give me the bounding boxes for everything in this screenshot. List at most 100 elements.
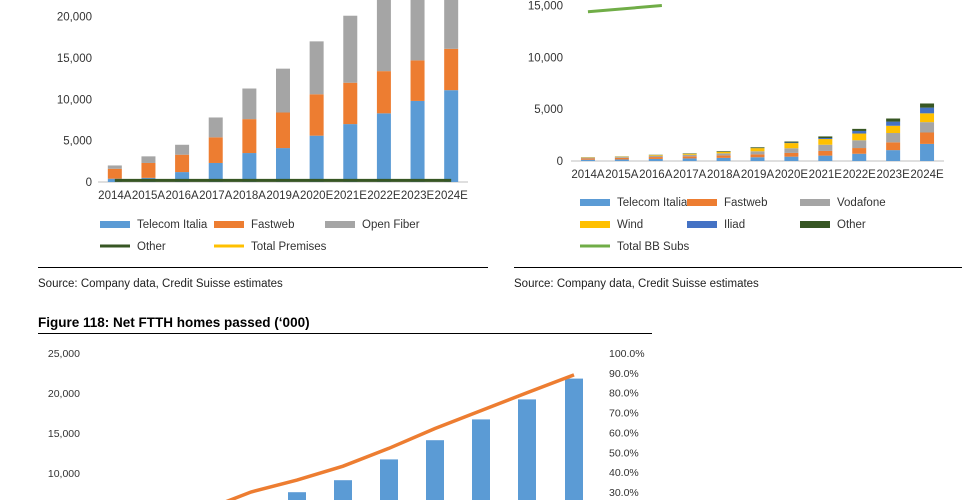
y2-tick-label: 50.0% <box>609 447 639 459</box>
x-tick-label: 2016A <box>165 190 199 202</box>
bar-segment <box>852 128 867 131</box>
y2-tick-label: 40.0% <box>609 467 639 479</box>
legend-swatch <box>800 221 830 228</box>
bar-segment <box>818 150 833 156</box>
legend-swatch <box>214 221 244 228</box>
bar-segment <box>682 153 697 155</box>
bar-segment <box>614 157 629 160</box>
x-tick-label: 2015A <box>605 169 639 181</box>
bar-segment <box>242 153 257 182</box>
bar-segment <box>716 155 731 158</box>
bar-segment <box>309 94 324 136</box>
bar-segment <box>242 119 257 154</box>
bar-segment <box>886 118 901 122</box>
bar-segment <box>716 151 731 152</box>
y2-tick-label: 70.0% <box>609 408 639 420</box>
bar-segment <box>852 153 867 161</box>
bar-segment <box>444 48 459 91</box>
right-source: Source: Company data, Credit Suisse esti… <box>514 278 759 290</box>
bar-segment <box>410 100 425 182</box>
x-tick-label: 2022E <box>367 190 401 202</box>
bar-segment <box>784 148 799 153</box>
bar-segment <box>208 162 223 182</box>
y-tick-label: 10,000 <box>528 52 563 64</box>
bar-segment <box>716 151 731 154</box>
bar-segment <box>818 144 833 151</box>
x-tick-label: 2023E <box>401 190 435 202</box>
bar-segment <box>580 158 595 160</box>
bar-segment <box>309 41 324 95</box>
x-tick-label: 2015A <box>132 190 166 202</box>
bar-segment <box>343 15 358 83</box>
y-tick-label: 15,000 <box>57 53 92 65</box>
bar-segment <box>784 156 799 161</box>
y-tick-label: 20,000 <box>57 12 92 24</box>
series-line-total-bb-subs <box>587 4 662 14</box>
legend-label: Iliad <box>724 219 745 231</box>
bar-segment <box>682 154 697 157</box>
bar-segment <box>410 0 425 61</box>
y-tick-label: 5,000 <box>534 104 563 116</box>
legend-label: Total BB Subs <box>617 241 689 253</box>
bar-segment <box>750 147 765 149</box>
bar-segment <box>784 143 799 149</box>
x-tick-label: 2016A <box>639 169 673 181</box>
y2-tick-label: 80.0% <box>609 388 639 400</box>
legend-label: Vodafone <box>837 197 886 209</box>
bar-segment <box>376 0 391 72</box>
legend-swatch <box>687 221 717 228</box>
x-tick-label: 2023E <box>877 169 911 181</box>
bar-segment <box>580 157 595 159</box>
figure-118-title-rule <box>38 333 652 334</box>
bar-segment <box>276 148 290 182</box>
y-tick-label: 20,000 <box>48 388 80 400</box>
y-tick-label: 25,000 <box>48 348 80 360</box>
bar-segment <box>852 140 867 149</box>
ftth-bar <box>565 378 583 500</box>
left-source-rule <box>38 267 488 268</box>
bar-segment <box>920 107 935 114</box>
y2-tick-label: 30.0% <box>609 487 639 499</box>
y-tick-label: 5,000 <box>63 136 92 148</box>
bar-segment <box>309 135 324 182</box>
bar-segment <box>107 168 122 179</box>
x-tick-label: 2019A <box>266 190 300 202</box>
bar-segment <box>818 137 833 140</box>
bar-segment <box>818 155 833 161</box>
x-tick-label: 2014A <box>571 169 605 181</box>
y-tick-label: 10,000 <box>57 94 92 106</box>
y2-tick-label: 100.0% <box>609 348 645 360</box>
legend-swatch <box>580 221 610 228</box>
bar-segment <box>750 154 765 158</box>
bar-segment <box>141 156 156 163</box>
bar-segment <box>376 71 391 114</box>
bar-segment <box>886 121 901 126</box>
x-tick-label: 2020E <box>300 190 334 202</box>
bar-segment <box>886 142 901 151</box>
chart-ftth-homes: 25,000 20,000 15,000 10,000 100.0% 90.0% 80.0%… <box>48 348 645 500</box>
legend-label: Telecom Italia <box>617 197 688 209</box>
bar-segment <box>852 133 867 141</box>
bar-segment <box>852 130 867 134</box>
y-tick-label: 10,000 <box>48 468 80 480</box>
legend-swatch <box>800 199 830 206</box>
legend-swatch <box>325 221 355 228</box>
bar-segment <box>175 154 190 173</box>
bar-segment <box>920 113 935 123</box>
bar-segment <box>580 159 595 161</box>
legend-swatch <box>100 221 130 228</box>
bar-segment <box>818 139 833 145</box>
bar-segment <box>444 90 459 182</box>
bar-segment <box>920 143 935 161</box>
x-tick-label: 2017A <box>673 169 707 181</box>
bar-segment <box>208 137 223 163</box>
bar-segment <box>920 132 935 144</box>
ftth-bar <box>334 480 352 500</box>
bar-segment <box>682 158 697 161</box>
legend-label: Total Premises <box>251 241 327 253</box>
ftth-bar <box>518 399 536 500</box>
bar-segment <box>750 157 765 161</box>
bar-segment <box>648 157 663 159</box>
